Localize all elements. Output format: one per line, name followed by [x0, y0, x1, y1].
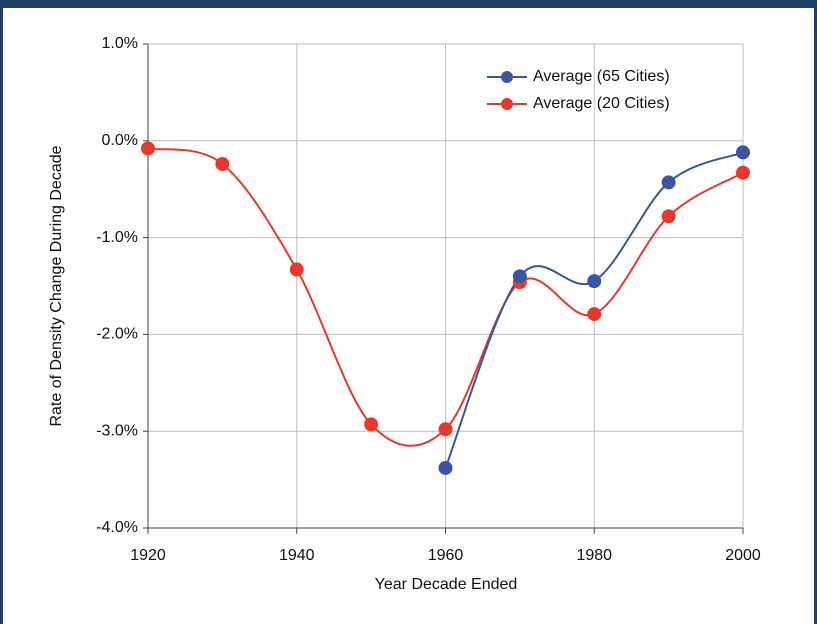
- x-tick-label: 1980: [576, 547, 612, 564]
- y-tick-label: -4.0%: [96, 519, 138, 536]
- data-point: [289, 262, 304, 277]
- data-point: [736, 165, 750, 180]
- top-band: [0, 0, 817, 8]
- y-axis-title: Rate of Density Change During Decade: [48, 145, 65, 426]
- y-tick-label: -2.0%: [96, 326, 138, 343]
- legend-label: Average (20 Cities): [533, 95, 670, 112]
- data-point: [661, 209, 676, 224]
- legend-marker: [501, 71, 513, 83]
- x-axis-title: Year Decade Ended: [375, 576, 518, 593]
- data-point: [215, 157, 230, 172]
- legend-marker: [501, 98, 513, 110]
- data-point: [438, 422, 453, 437]
- data-point: [661, 175, 676, 190]
- data-point: [736, 145, 750, 160]
- x-tick-label: 1940: [279, 547, 315, 564]
- x-tick-label: 1920: [130, 547, 166, 564]
- legend-label: Average (65 Cities): [533, 68, 670, 85]
- data-point: [364, 417, 379, 432]
- y-tick-label: 1.0%: [102, 35, 138, 52]
- data-point: [587, 307, 602, 322]
- y-tick-label: -1.0%: [96, 229, 138, 246]
- data-point: [587, 274, 602, 289]
- y-tick-label: -3.0%: [96, 422, 138, 439]
- x-tick-label: 2000: [725, 547, 761, 564]
- data-point: [512, 269, 527, 284]
- series-line: [444, 151, 744, 469]
- data-point: [438, 460, 453, 475]
- data-point: [141, 141, 155, 156]
- y-tick-label: 0.0%: [102, 132, 138, 149]
- x-tick-label: 1960: [428, 547, 464, 564]
